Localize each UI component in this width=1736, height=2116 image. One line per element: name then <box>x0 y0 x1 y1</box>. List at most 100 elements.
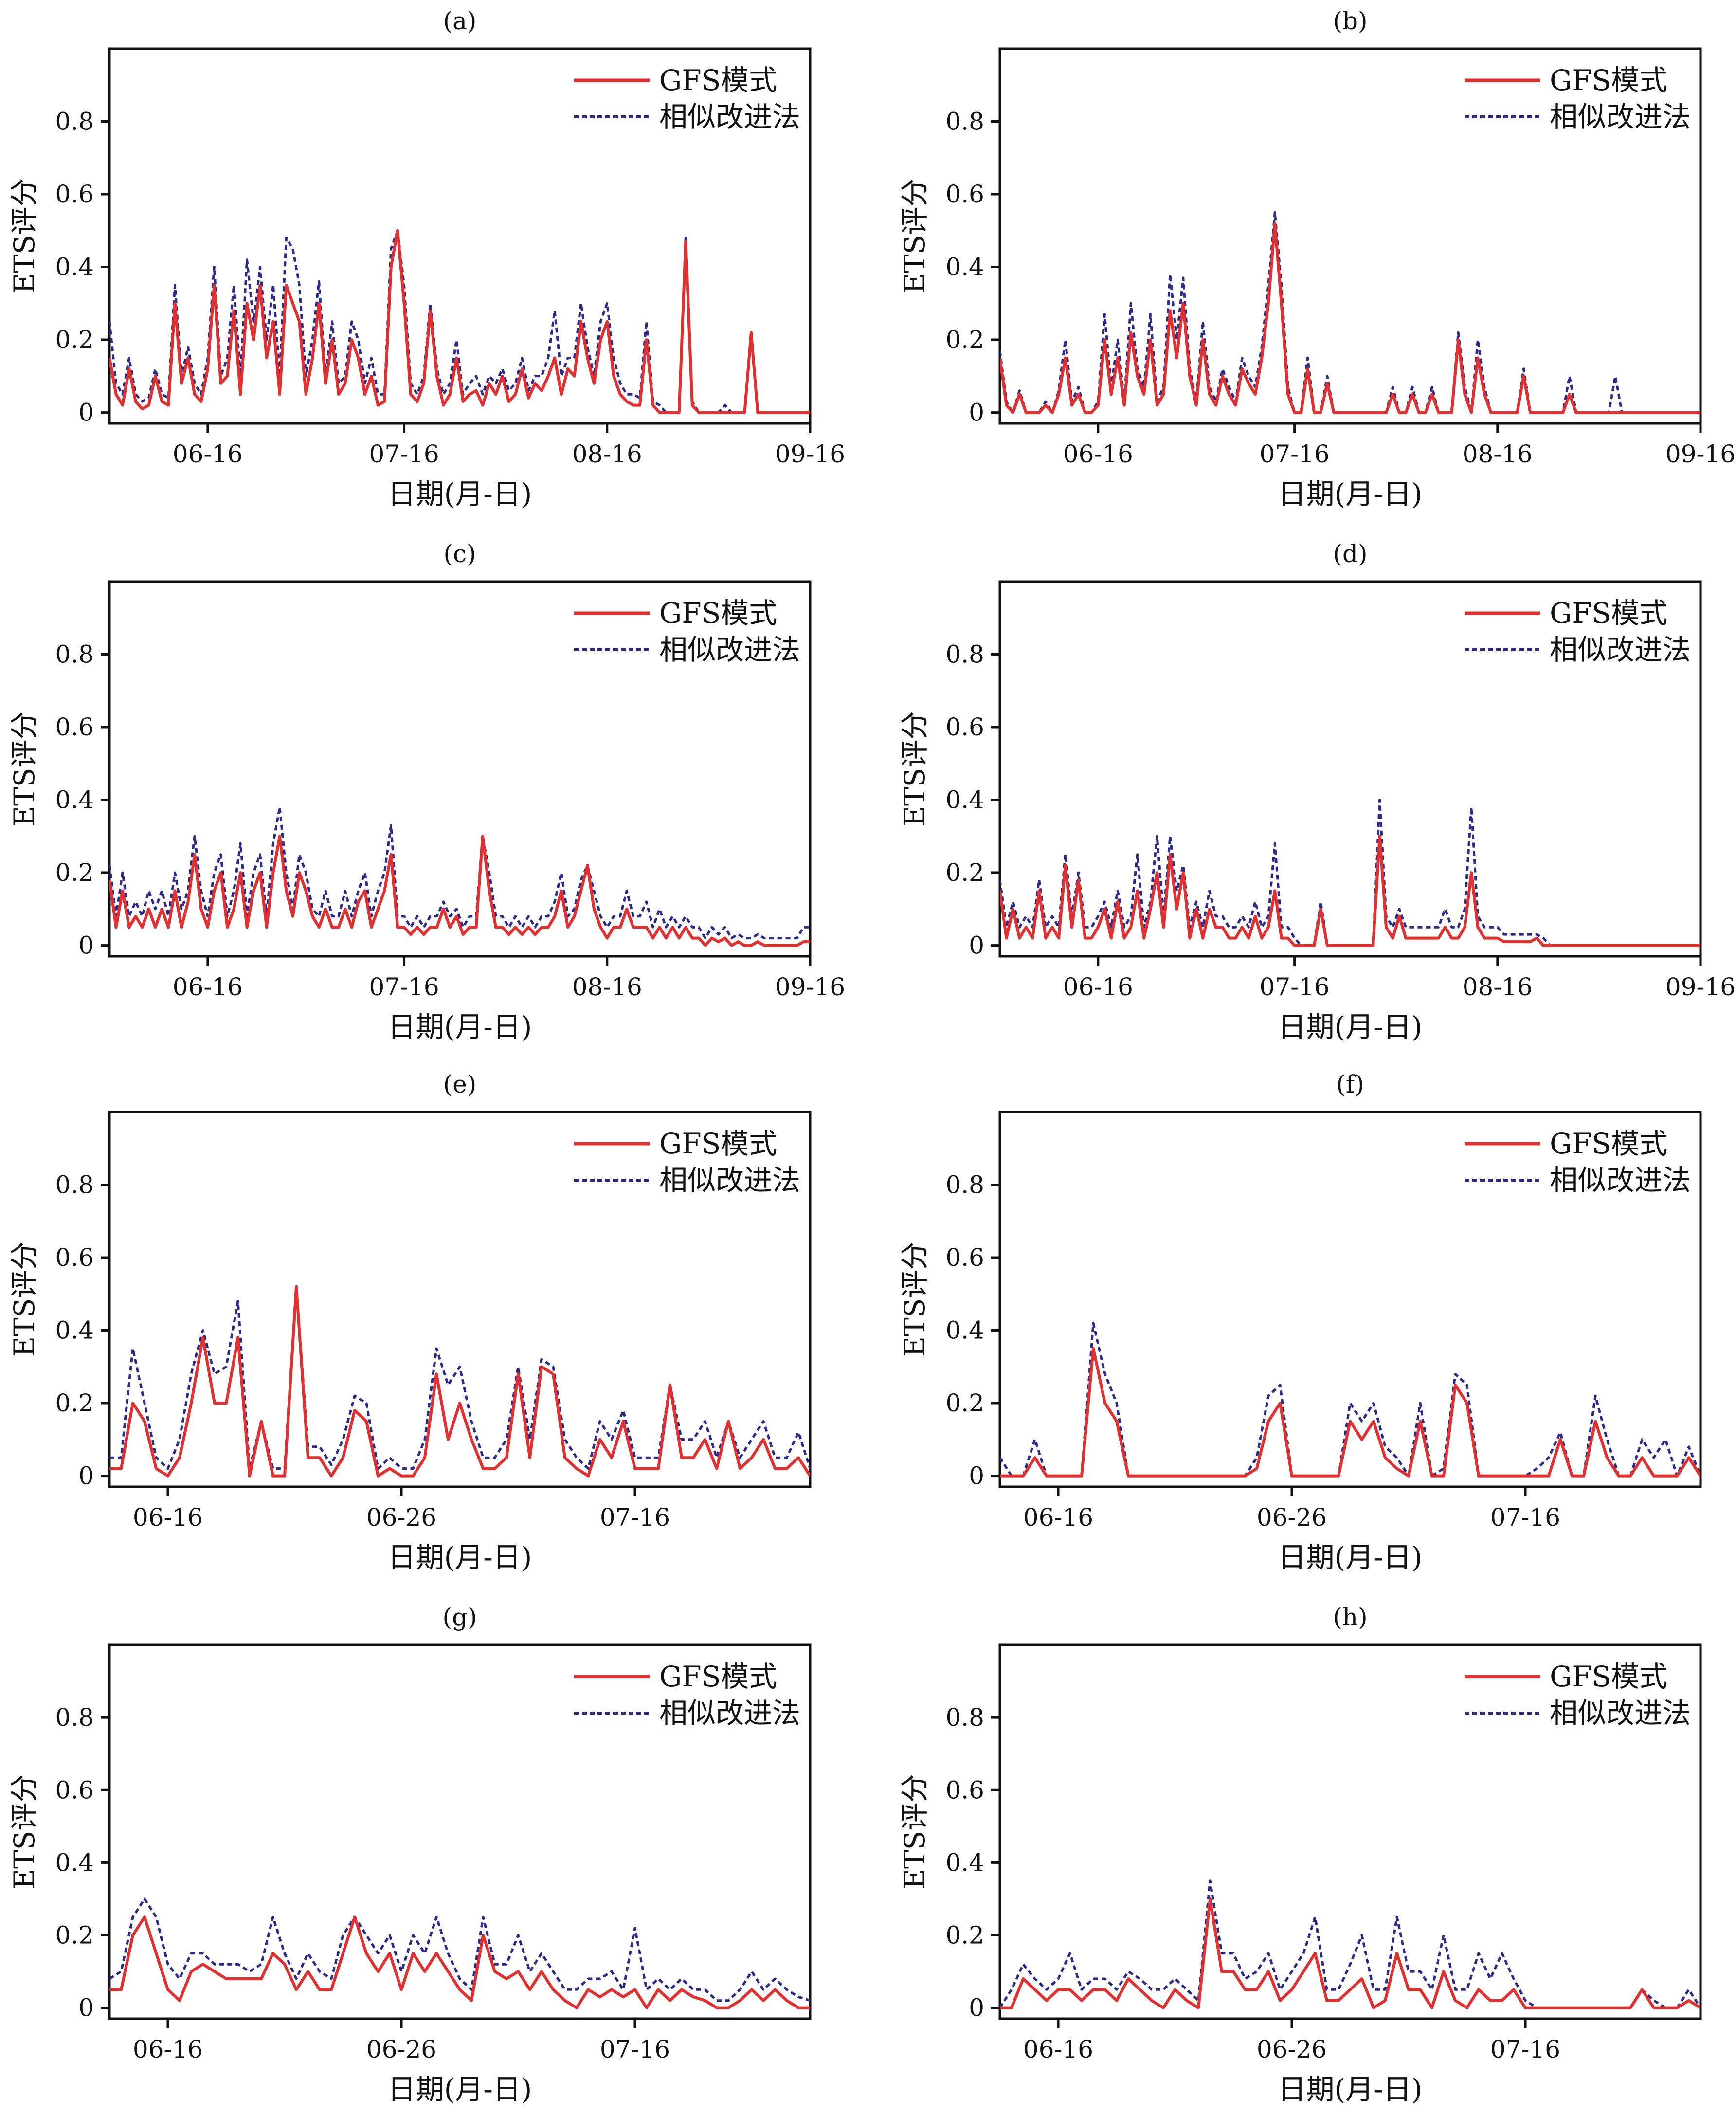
x-tick-label: 06-16 <box>173 440 243 468</box>
x-axis-label: 日期(月-日) <box>388 1010 532 1043</box>
x-tick-label: 06-26 <box>1257 2035 1327 2063</box>
y-axis-label: ETS评分 <box>8 179 41 294</box>
y-axis-label: ETS评分 <box>898 711 931 827</box>
chart-panel-g: (g) 0 0.2 0.4 0.6 0.8 06-16 06-26 07-16 日期(月-日) ET… <box>8 1603 812 2106</box>
x-axis-label: 日期(月-日) <box>1278 2073 1423 2106</box>
x-tick-label: 08-16 <box>1463 440 1533 468</box>
x-axis-label: 日期(月-日) <box>388 2073 532 2106</box>
plot-frame <box>998 47 1702 425</box>
y-tick-label: 0.8 <box>55 640 94 669</box>
chart-panel-e: (e) 0 0.2 0.4 0.6 0.8 06-16 06-26 07-16 日期(月-日) ET… <box>8 1070 812 1574</box>
chart-panel-d: (d) 0 0.2 0.4 0.6 0.8 06-16 07-16 08-16 09-16 日期(月… <box>898 540 1736 1043</box>
chart-panel-b: (b) 0 0.2 0.4 0.6 0.8 06-16 07-16 08-16 09-16 日期(月… <box>898 7 1736 511</box>
series-line-gfs <box>1000 221 1700 414</box>
y-tick-label: 0 <box>78 931 94 960</box>
panel-label: (b) <box>1333 7 1367 35</box>
legend-label-gfs: GFS模式 <box>659 1660 777 1693</box>
y-axis-label: ETS评分 <box>898 1242 931 1357</box>
y-tick-label: 0.2 <box>945 1389 984 1417</box>
y-tick-label: 0.6 <box>55 713 94 741</box>
x-axis-label: 日期(月-日) <box>1278 477 1423 511</box>
x-tick-label: 08-16 <box>572 973 642 1001</box>
x-tick-label: 07-16 <box>1490 1503 1560 1532</box>
y-tick-label: 0.4 <box>945 1848 984 1877</box>
x-tick-label: 09-16 <box>1665 973 1736 1001</box>
x-tick-label: 06-16 <box>133 1503 203 1532</box>
chart-panel-f: (f) 0 0.2 0.4 0.6 0.8 06-16 06-26 07-16 日期(月-日) ET… <box>898 1070 1702 1574</box>
y-tick-label: 0.4 <box>55 1848 94 1877</box>
plot-frame <box>998 1643 1702 2020</box>
panel-label: (g) <box>442 1603 477 1631</box>
x-tick-label: 06-26 <box>1257 1503 1327 1532</box>
series-line-gfs <box>1000 1347 1700 1478</box>
legend-label-gfs: GFS模式 <box>659 597 777 630</box>
plot-frame <box>108 580 812 958</box>
x-tick-label: 06-16 <box>1023 2035 1093 2063</box>
legend-label-analog: 相似改进法 <box>659 633 800 666</box>
x-tick-label: 07-16 <box>600 2035 670 2063</box>
y-tick-label: 0.6 <box>55 1243 94 1272</box>
legend-label-analog: 相似改进法 <box>1550 1696 1691 1730</box>
x-axis-label: 日期(月-日) <box>1278 1010 1423 1043</box>
y-tick-label: 0.6 <box>945 1243 984 1272</box>
x-tick-label: 06-16 <box>173 973 243 1001</box>
series-line-analog <box>1000 1322 1700 1478</box>
y-tick-label: 0.8 <box>55 1171 94 1199</box>
y-tick-label: 0.6 <box>55 1776 94 1804</box>
legend-label-gfs: GFS模式 <box>659 64 777 97</box>
x-axis-label: 日期(月-日) <box>388 477 532 511</box>
legend-label-gfs: GFS模式 <box>1550 64 1667 97</box>
x-tick-label: 07-16 <box>1260 973 1330 1001</box>
y-tick-label: 0.2 <box>55 326 94 354</box>
series-line-analog <box>109 806 810 940</box>
y-tick-label: 0.8 <box>55 1703 94 1732</box>
x-tick-label: 09-16 <box>1665 440 1736 468</box>
y-tick-label: 0.6 <box>945 180 984 208</box>
panel-label: (f) <box>1336 1070 1364 1098</box>
y-axis-label: ETS评分 <box>898 1774 931 1890</box>
series-line-gfs <box>109 835 810 947</box>
legend-label-analog: 相似改进法 <box>659 100 800 133</box>
y-tick-label: 0 <box>78 1462 94 1490</box>
plot-frame <box>108 1111 812 1488</box>
chart-panel-a: (a) 0 0.2 0.4 0.6 0.8 06-16 07-16 08-16 09-16 日期(月… <box>8 7 845 511</box>
plot-frame <box>998 1111 1702 1488</box>
x-tick-label: 06-26 <box>366 1503 436 1532</box>
series-line-gfs <box>1000 1897 1700 2009</box>
series-line-gfs <box>109 229 810 414</box>
y-tick-label: 0 <box>969 399 984 427</box>
y-tick-label: 0.2 <box>945 1921 984 1950</box>
series-line-gfs <box>109 1285 810 1478</box>
panel-label: (h) <box>1333 1603 1367 1631</box>
series-line-analog <box>109 1897 810 2002</box>
x-tick-label: 07-16 <box>1490 2035 1560 2063</box>
series-line-analog <box>1000 211 1700 414</box>
series-line-analog <box>1000 1879 1700 2009</box>
legend-label-gfs: GFS模式 <box>1550 597 1667 630</box>
y-tick-label: 0.8 <box>945 1171 984 1199</box>
legend-label-gfs: GFS模式 <box>659 1127 777 1160</box>
legend-label-analog: 相似改进法 <box>659 1164 800 1197</box>
x-tick-label: 06-16 <box>1023 1503 1093 1532</box>
x-tick-label: 06-26 <box>366 2035 436 2063</box>
y-tick-label: 0.2 <box>55 1921 94 1950</box>
y-tick-label: 0.4 <box>945 786 984 814</box>
x-tick-label: 09-16 <box>775 973 845 1001</box>
x-axis-label: 日期(月-日) <box>388 1541 532 1574</box>
plot-frame <box>998 580 1702 958</box>
legend-label-analog: 相似改进法 <box>659 1696 800 1730</box>
y-tick-label: 0.8 <box>945 108 984 136</box>
x-tick-label: 07-16 <box>1260 440 1330 468</box>
y-axis-label: ETS评分 <box>898 179 931 294</box>
y-tick-label: 0.6 <box>945 713 984 741</box>
y-tick-label: 0.6 <box>55 180 94 208</box>
y-tick-label: 0 <box>78 399 94 427</box>
panel-label: (a) <box>443 7 477 35</box>
